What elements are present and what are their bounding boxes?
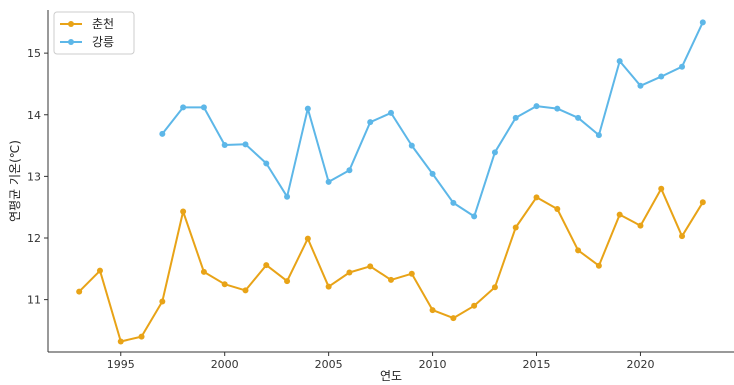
data-point [263, 262, 270, 269]
data-point [533, 194, 540, 201]
data-point [367, 119, 374, 126]
y-tick-label: 13 [27, 170, 41, 183]
x-axis-title: 연도 [380, 369, 402, 383]
data-point [263, 160, 270, 167]
data-point [221, 281, 228, 288]
data-point [304, 235, 311, 242]
data-point [200, 268, 207, 275]
data-point [408, 142, 415, 149]
axes [47, 10, 734, 353]
y-tick-label: 11 [27, 294, 41, 307]
legend-box [53, 11, 135, 55]
legend-marker-chuncheon [68, 21, 74, 27]
data-point [284, 278, 291, 285]
data-point [429, 170, 436, 177]
data-point [450, 199, 457, 206]
data-point [554, 206, 561, 213]
data-point [554, 105, 561, 112]
x-ticks: 1995 2000 2005 2010 2015 2020 [107, 352, 654, 371]
data-point [325, 283, 332, 290]
data-point [595, 132, 602, 139]
legend-marker-gangneung [68, 39, 74, 45]
legend-label-gangneung: 강릉 [92, 35, 114, 49]
legend-label-chuncheon: 춘천 [92, 16, 114, 31]
series-line-0 [78, 187, 704, 343]
legend: 춘천 강릉 [53, 11, 135, 55]
data-point [388, 276, 394, 283]
y-axis-title: 연평균 기온(℃) [8, 140, 22, 222]
data-point [346, 167, 353, 174]
data-point [471, 213, 478, 220]
data-point [221, 141, 228, 148]
data-point [491, 149, 498, 156]
data-point [699, 19, 706, 26]
data-point [616, 211, 623, 218]
data-point [533, 103, 540, 110]
x-tick-label: 2005 [315, 358, 343, 371]
data-point [200, 104, 207, 111]
data-point [408, 270, 415, 277]
series-1 [159, 19, 706, 220]
data-point [367, 263, 374, 270]
legend-item-chuncheon: 춘천 [60, 16, 114, 31]
data-point [325, 178, 332, 185]
x-tick-label: 1995 [107, 358, 135, 371]
data-point [575, 114, 582, 121]
data-point [512, 224, 519, 231]
x-tick-label: 2020 [626, 358, 654, 371]
series-0 [76, 185, 706, 345]
data-point [117, 338, 124, 345]
data-point [96, 267, 103, 274]
data-point [575, 247, 582, 254]
data-point [637, 82, 644, 89]
data-point [595, 262, 602, 269]
data-point [471, 302, 478, 309]
data-point [388, 109, 394, 116]
data-point [699, 199, 706, 206]
data-point [616, 58, 623, 65]
data-point [679, 233, 686, 240]
series-line-1 [161, 21, 704, 218]
data-point [450, 315, 457, 322]
series-layer [76, 19, 706, 345]
data-point [138, 333, 145, 340]
data-point [637, 222, 644, 229]
data-point [76, 288, 83, 295]
data-point [679, 63, 686, 70]
data-point [242, 287, 249, 294]
data-point [180, 104, 187, 111]
data-point [658, 73, 665, 80]
data-point [284, 193, 291, 200]
legend-item-gangneung: 강릉 [60, 35, 114, 49]
data-point [512, 114, 519, 121]
data-point [159, 130, 166, 137]
data-point [304, 105, 311, 112]
data-point [346, 269, 353, 276]
data-point [429, 307, 436, 314]
x-tick-label: 2010 [419, 358, 447, 371]
y-tick-label: 15 [27, 47, 41, 60]
data-point [491, 284, 498, 291]
x-tick-label: 2015 [523, 358, 551, 371]
data-point [159, 298, 166, 305]
y-tick-label: 12 [27, 232, 41, 245]
data-point [180, 208, 187, 215]
data-point [242, 141, 249, 148]
data-point [658, 185, 665, 192]
y-ticks: 11 12 13 14 15 [27, 47, 48, 307]
x-tick-label: 2000 [211, 358, 239, 371]
y-tick-label: 14 [27, 109, 41, 122]
